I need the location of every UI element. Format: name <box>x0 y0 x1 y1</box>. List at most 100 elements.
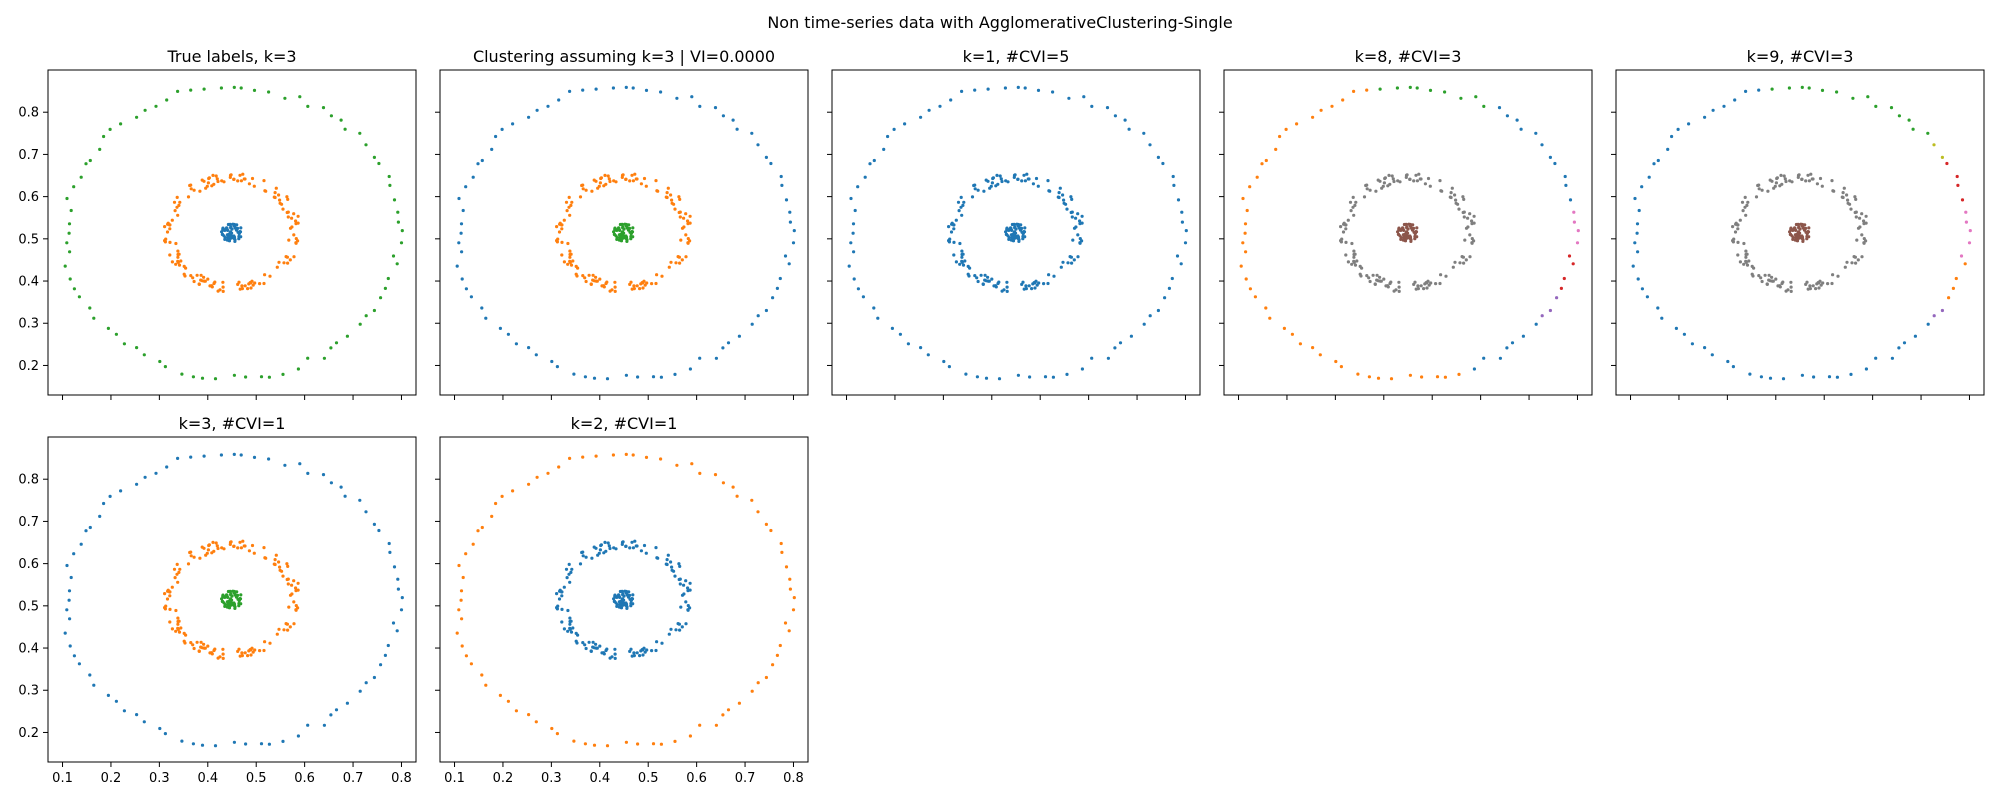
data-point <box>1808 284 1812 288</box>
data-point <box>232 177 236 181</box>
data-point <box>1352 89 1356 93</box>
data-point <box>1368 279 1372 284</box>
data-point <box>550 726 554 731</box>
subplot-title: k=8, #CVI=3 <box>1355 47 1462 66</box>
data-point <box>644 455 649 459</box>
data-point <box>791 608 796 612</box>
data-point <box>343 127 347 131</box>
data-point <box>1406 231 1410 235</box>
data-point <box>387 174 391 179</box>
data-point <box>192 555 196 559</box>
data-point <box>273 562 277 567</box>
data-point <box>1466 216 1470 220</box>
data-point <box>1412 282 1416 286</box>
data-point <box>608 179 612 184</box>
data-point <box>388 183 392 187</box>
data-point <box>1807 86 1811 90</box>
data-point <box>213 744 218 748</box>
data-point <box>1457 372 1461 376</box>
data-point <box>1760 279 1764 284</box>
data-point <box>1396 179 1400 183</box>
data-point <box>1856 258 1860 262</box>
y-tick-label: 0.3 <box>18 317 39 332</box>
data-point <box>569 263 574 267</box>
data-point <box>1074 216 1078 220</box>
data-point <box>1161 161 1165 166</box>
data-point <box>262 179 266 183</box>
data-point <box>1023 86 1027 90</box>
data-point <box>484 683 488 687</box>
data-point <box>670 198 674 202</box>
data-point <box>180 739 184 743</box>
data-point <box>555 365 560 369</box>
data-point <box>1016 177 1020 181</box>
data-point <box>587 640 591 644</box>
data-point <box>1472 214 1476 218</box>
data-point <box>1731 239 1735 243</box>
data-point <box>172 567 177 571</box>
subplot-1: True labels, k=3 0.2 0.3 0.4 0.5 0.6 0.7 0.8 <box>18 47 417 400</box>
data-point <box>192 188 196 192</box>
data-point <box>1575 241 1580 245</box>
data-point <box>506 699 510 703</box>
data-point <box>199 640 203 644</box>
data-point <box>343 494 347 498</box>
data-point <box>189 187 193 191</box>
data-point <box>1827 375 1832 379</box>
data-point <box>396 210 400 214</box>
data-point <box>960 255 964 259</box>
data-point <box>1080 367 1084 371</box>
data-point <box>665 562 669 567</box>
data-point <box>236 179 240 183</box>
data-point <box>686 586 690 590</box>
data-point <box>961 263 966 267</box>
data-point <box>568 622 572 626</box>
data-point <box>207 176 211 181</box>
data-point <box>198 556 202 560</box>
data-point <box>660 274 664 278</box>
data-point <box>1264 158 1268 163</box>
data-point <box>226 602 230 606</box>
data-point <box>1784 179 1788 184</box>
data-point <box>280 202 284 206</box>
data-point <box>306 104 310 108</box>
data-point <box>329 114 333 118</box>
data-point <box>778 276 782 281</box>
data-point <box>229 540 233 544</box>
data-point <box>750 689 754 693</box>
data-point <box>604 549 608 553</box>
data-point <box>88 306 92 310</box>
data-point <box>1703 115 1707 119</box>
data-point <box>578 195 583 199</box>
data-point <box>286 564 290 569</box>
data-point <box>592 743 597 747</box>
data-point <box>1860 233 1864 237</box>
data-point <box>1690 342 1694 346</box>
data-point <box>461 208 465 213</box>
data-point <box>1534 322 1538 326</box>
data-point <box>285 562 289 566</box>
data-point <box>358 131 362 135</box>
data-point <box>1076 233 1080 237</box>
data-point <box>629 601 633 606</box>
data-point <box>206 644 210 648</box>
data-point <box>229 593 233 597</box>
axes-frame <box>1615 69 1985 396</box>
data-point <box>952 240 956 244</box>
data-point <box>180 372 184 376</box>
data-point <box>1846 198 1850 202</box>
data-point <box>605 280 609 284</box>
data-point <box>1346 260 1350 264</box>
data-point <box>1752 266 1756 270</box>
data-point <box>1674 326 1678 330</box>
data-point <box>212 549 216 553</box>
data-point <box>1797 173 1801 177</box>
data-point <box>598 181 603 185</box>
data-point <box>1268 316 1272 320</box>
data-point <box>981 282 985 286</box>
data-point <box>267 742 271 746</box>
data-point <box>230 231 234 235</box>
data-point <box>1734 221 1738 225</box>
data-point <box>1640 287 1644 291</box>
data-point <box>1374 189 1378 193</box>
